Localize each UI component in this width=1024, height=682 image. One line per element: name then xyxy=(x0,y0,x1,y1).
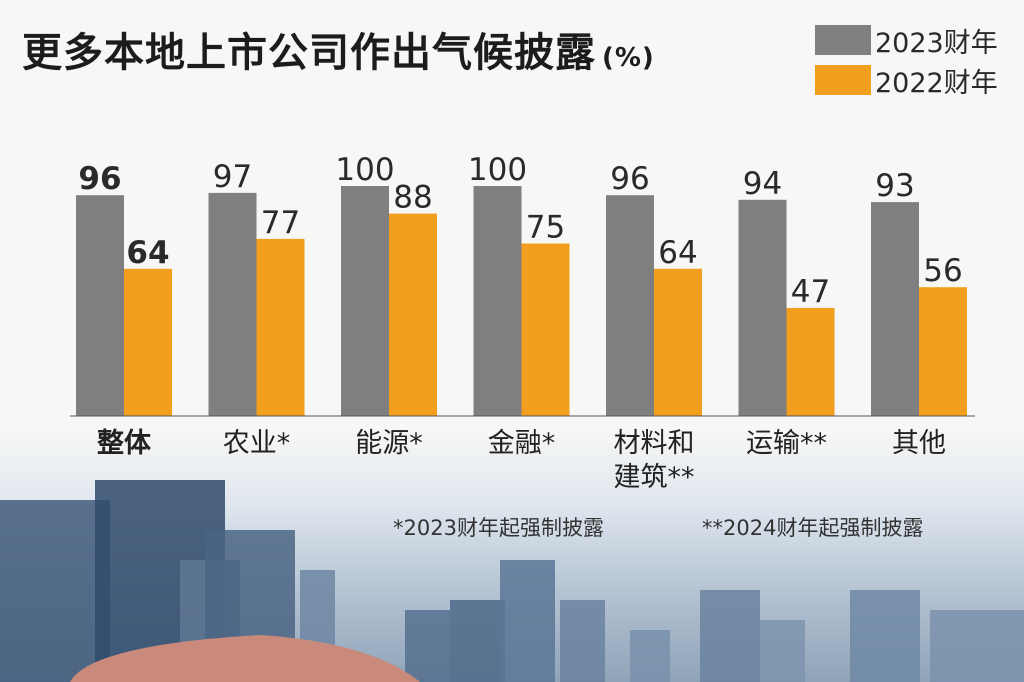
category-label-6: 其他 xyxy=(892,428,946,459)
bar-2023-2 xyxy=(341,186,389,416)
bar-2022-2 xyxy=(389,213,437,416)
category-label-1: 农业* xyxy=(223,428,291,459)
skyline-building-8 xyxy=(560,600,605,682)
bar-2022-6 xyxy=(919,287,967,416)
category-label-4-line-0: 材料和 xyxy=(614,428,695,459)
category-label-0: 整体 xyxy=(97,428,152,459)
bar-2023-0 xyxy=(76,195,124,416)
chart-title-text: 更多本地上市公司作出气候披露 xyxy=(22,30,596,76)
bar-2023-5 xyxy=(738,199,787,416)
legend-swatch-2023 xyxy=(815,25,871,55)
bar-2022-1 xyxy=(256,238,305,416)
skyline-building-9 xyxy=(630,630,670,682)
legend-label-2023: 2023财年 xyxy=(875,27,998,59)
category-label-4-line-1: 建筑** xyxy=(614,462,695,493)
legend: 2023财年 2022财年 xyxy=(815,22,998,102)
legend-swatch-2022 xyxy=(815,65,871,95)
bar-2022-5 xyxy=(786,307,835,416)
legend-item-2023: 2023财年 xyxy=(815,22,998,59)
category-label-5: 运输** xyxy=(746,428,827,459)
data-label-2022-4: 64 xyxy=(658,235,697,271)
legend-label-2022: 2022财年 xyxy=(875,67,998,99)
skyline-building-0 xyxy=(0,500,110,682)
data-label-2023-0: 96 xyxy=(78,161,121,197)
skyline-building-11 xyxy=(760,620,805,682)
bar-2023-6 xyxy=(871,202,919,416)
skyline-building-12 xyxy=(850,590,920,682)
data-label-2022-5: 47 xyxy=(791,274,830,310)
data-label-2023-2: 100 xyxy=(335,152,394,188)
footnote-2023: *2023财年起强制披露 xyxy=(393,516,604,540)
data-label-2022-2: 88 xyxy=(393,180,432,216)
bar-2022-4 xyxy=(654,268,702,416)
umbrella-shape xyxy=(70,635,420,682)
skyline-illustration xyxy=(0,480,1024,682)
skyline-building-7 xyxy=(500,560,555,682)
bar-2023-4 xyxy=(606,195,654,416)
data-label-2022-0: 64 xyxy=(126,235,169,271)
footnote-2024: **2024财年起强制披露 xyxy=(702,516,924,540)
bar-2023-3 xyxy=(473,186,522,416)
data-label-2023-3: 100 xyxy=(468,152,527,188)
data-label-2022-6: 56 xyxy=(923,253,962,289)
bar-2022-0 xyxy=(124,268,172,416)
data-label-2023-5: 94 xyxy=(743,166,782,202)
data-label-2023-4: 96 xyxy=(610,161,649,197)
category-label-2: 能源* xyxy=(355,428,423,459)
skyline-building-5 xyxy=(405,610,450,682)
bar-chart: 9664整体9777农业*10088能源*10075金融*9664材料和建筑**… xyxy=(70,152,975,493)
data-label-2022-3: 75 xyxy=(526,210,565,246)
skyline-building-6 xyxy=(450,600,505,682)
bar-2023-1 xyxy=(208,192,257,416)
data-label-2023-6: 93 xyxy=(875,168,914,204)
chart-title-unit: (%) xyxy=(602,43,655,73)
category-label-3: 金融* xyxy=(488,428,556,459)
skyline-building-10 xyxy=(700,590,760,682)
skyline-building-13 xyxy=(930,610,1024,682)
chart-title: 更多本地上市公司作出气候披露 (%) xyxy=(22,20,655,78)
legend-item-2022: 2022财年 xyxy=(815,62,998,99)
bar-2022-3 xyxy=(521,243,570,416)
data-label-2022-1: 77 xyxy=(261,205,300,241)
data-label-2023-1: 97 xyxy=(213,159,252,195)
